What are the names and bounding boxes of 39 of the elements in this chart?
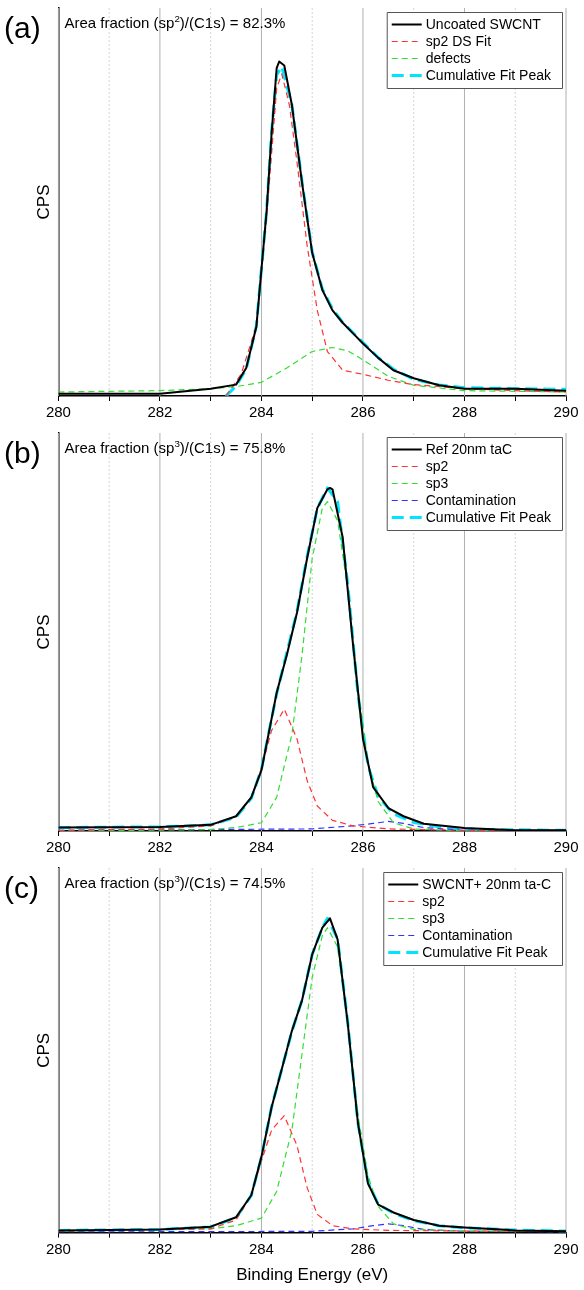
x-tick-label: 284 (248, 838, 274, 856)
legend-label: defects (425, 50, 471, 67)
legend-label: sp3 (422, 910, 446, 927)
legend-label: Cumulative Fit Peak (425, 67, 552, 84)
x-tick-label: 290 (553, 838, 579, 856)
x-tick-label: 284 (248, 403, 274, 421)
y-axis-title: CPS (33, 1032, 53, 1068)
x-tick-label: 280 (45, 838, 71, 856)
x-axis-title: Binding Energy (eV) (236, 1265, 389, 1285)
legend-label: sp2 (425, 458, 449, 475)
legend-label: sp2 (422, 893, 446, 910)
legend-label: Cumulative Fit Peak (422, 944, 549, 961)
x-tick-label: 288 (451, 403, 477, 421)
x-tick-label: 288 (451, 838, 477, 856)
y-axis-title: CPS (33, 614, 53, 650)
x-tick-label: 290 (553, 403, 579, 421)
text: (a) (4, 11, 41, 44)
x-tick-label: 286 (350, 1239, 376, 1257)
text: (c) (4, 871, 39, 904)
x-tick-label: 288 (451, 1239, 477, 1257)
x-tick-label: 282 (147, 1239, 173, 1257)
x-tick-label: 286 (350, 403, 376, 421)
x-tick-label: 284 (248, 1239, 274, 1257)
x-tick-label: 282 (147, 403, 173, 421)
x-tick-label: 280 (45, 1239, 71, 1257)
legend-label: Contamination (425, 492, 517, 509)
legend-label: sp3 (425, 475, 449, 492)
text: (b) (4, 436, 41, 469)
x-tick-label: 286 (350, 838, 376, 856)
legend-label: Uncoated SWCNT (425, 16, 542, 33)
x-tick-label: 290 (553, 1239, 579, 1257)
legend-label: SWCNT+ 20nm ta-C (422, 876, 551, 893)
x-tick-label: 280 (45, 403, 71, 421)
y-axis-title: CPS (33, 184, 53, 220)
legend-label: Contamination (422, 927, 513, 944)
legend-label: Ref 20nm taC (425, 441, 513, 458)
legend-label: sp2 DS Fit (425, 33, 492, 50)
x-tick-label: 282 (147, 838, 173, 856)
legend-label: Cumulative Fit Peak (425, 509, 552, 526)
